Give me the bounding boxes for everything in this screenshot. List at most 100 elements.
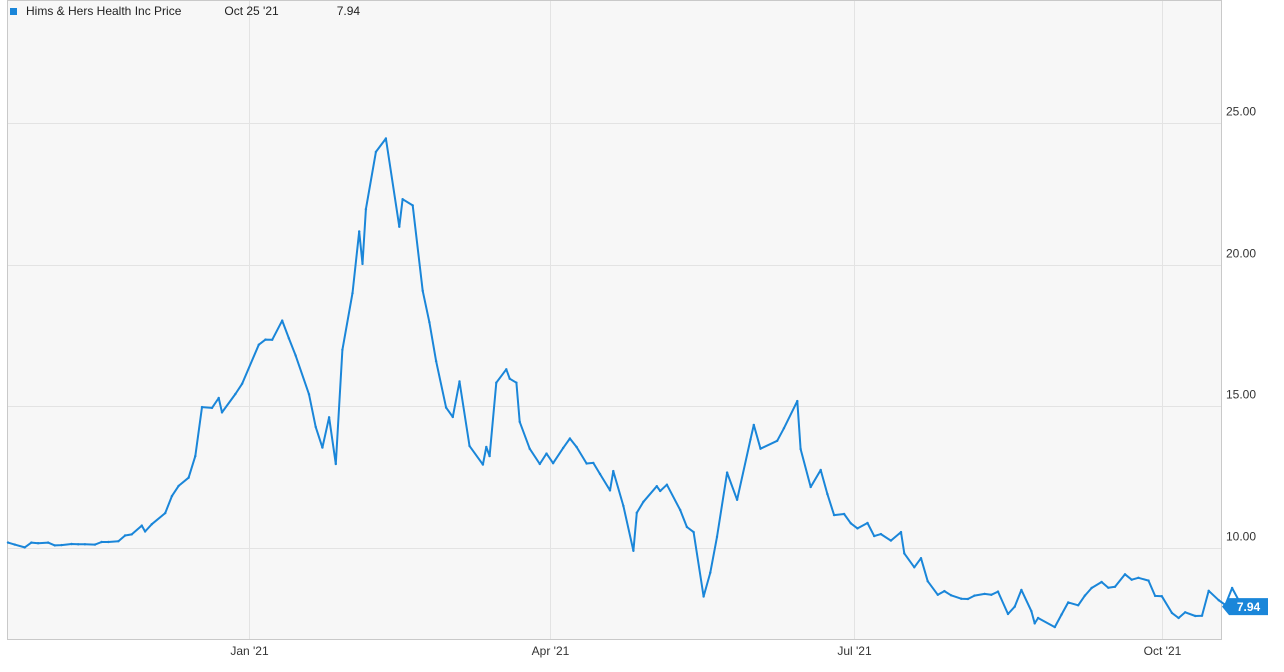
price-point [271,338,274,341]
price-point [990,593,993,596]
last-value-label: 7.94 [1237,600,1261,614]
price-point [428,321,431,324]
price-point [6,541,10,544]
price-point [725,471,729,474]
y-tick-label: 15.00 [1226,388,1256,402]
price-point [468,444,471,448]
price-point [592,461,595,465]
price-point [1230,586,1234,590]
price-point [421,289,424,292]
x-tick-label: Jan '21 [230,644,269,658]
price-point [164,511,167,515]
price-point [949,594,953,597]
price-point [1060,613,1063,616]
price-point [735,498,739,501]
price-point [123,534,127,537]
price-point [966,597,970,601]
price-point [655,485,658,488]
price-point [46,541,50,544]
price-point [217,396,220,400]
price-point [401,198,404,201]
price-point [832,513,836,517]
price-point [1090,586,1093,590]
price-point [23,546,26,549]
price-point [1137,576,1140,579]
price-point [685,525,689,529]
price-point [140,524,143,527]
price-point [361,262,364,266]
price-point [702,595,705,598]
price-point [715,535,719,539]
price-point [130,533,133,536]
price-point [334,462,337,466]
price-point [642,500,645,503]
price-point [612,469,615,473]
price-point [1067,601,1070,604]
price-point [187,476,190,479]
price-point [665,483,669,486]
price-point [93,543,97,546]
price-point [321,446,324,449]
price-point [515,381,518,384]
price-point [1153,594,1157,598]
price-point [107,540,110,544]
price-point [659,489,662,493]
price-point [194,454,197,458]
price-point [77,543,80,546]
price-point [257,343,260,346]
price-point [709,571,712,574]
price-point [488,454,491,458]
price-point [926,580,929,583]
price-point [819,468,822,472]
price-point [943,589,946,593]
price-point [809,485,812,489]
price-point [287,337,291,340]
price-point [759,447,762,450]
price-point [220,411,224,414]
price-point [983,592,986,596]
price-point [752,423,755,427]
price-point [879,532,883,536]
x-tick-label: Oct '21 [1144,644,1182,658]
y-axis-labels: 10.00 15.00 20.00 25.00 [1226,105,1256,544]
price-point [899,530,903,534]
x-axis-labels: Jan '21 Apr '21 Jul '21 Oct '21 [230,644,1181,658]
price-point [635,511,638,514]
price-point [314,425,317,429]
price-point [749,438,752,441]
price-point [856,527,859,530]
price-point [849,522,852,525]
price-point [598,472,602,476]
price-point [936,593,939,596]
price-point [1013,605,1016,608]
price-point [398,225,401,228]
price-point [200,405,204,409]
x-tick-label: Jul '21 [837,644,872,658]
price-point [1217,599,1220,602]
last-value-marker: 7.94 [1222,598,1268,616]
price-point [866,521,869,525]
price-point [53,544,56,547]
price-point [358,230,361,233]
price-point [1100,580,1103,584]
y-tick-label: 20.00 [1226,247,1256,261]
price-point [622,504,625,508]
price-point [458,380,461,383]
price-point [117,540,120,543]
price-point [70,542,73,546]
price-point [1147,579,1150,582]
price-point [842,512,846,516]
price-point [481,463,485,466]
price-point [889,539,893,542]
last-value-flag [1222,598,1268,616]
price-point [444,406,448,409]
price-point [873,534,876,538]
legend-swatch [10,7,17,15]
price-point [1053,625,1057,629]
price-point [374,150,378,154]
y-gridlines [8,123,1221,549]
price-point [679,508,682,512]
price-point [796,399,799,403]
